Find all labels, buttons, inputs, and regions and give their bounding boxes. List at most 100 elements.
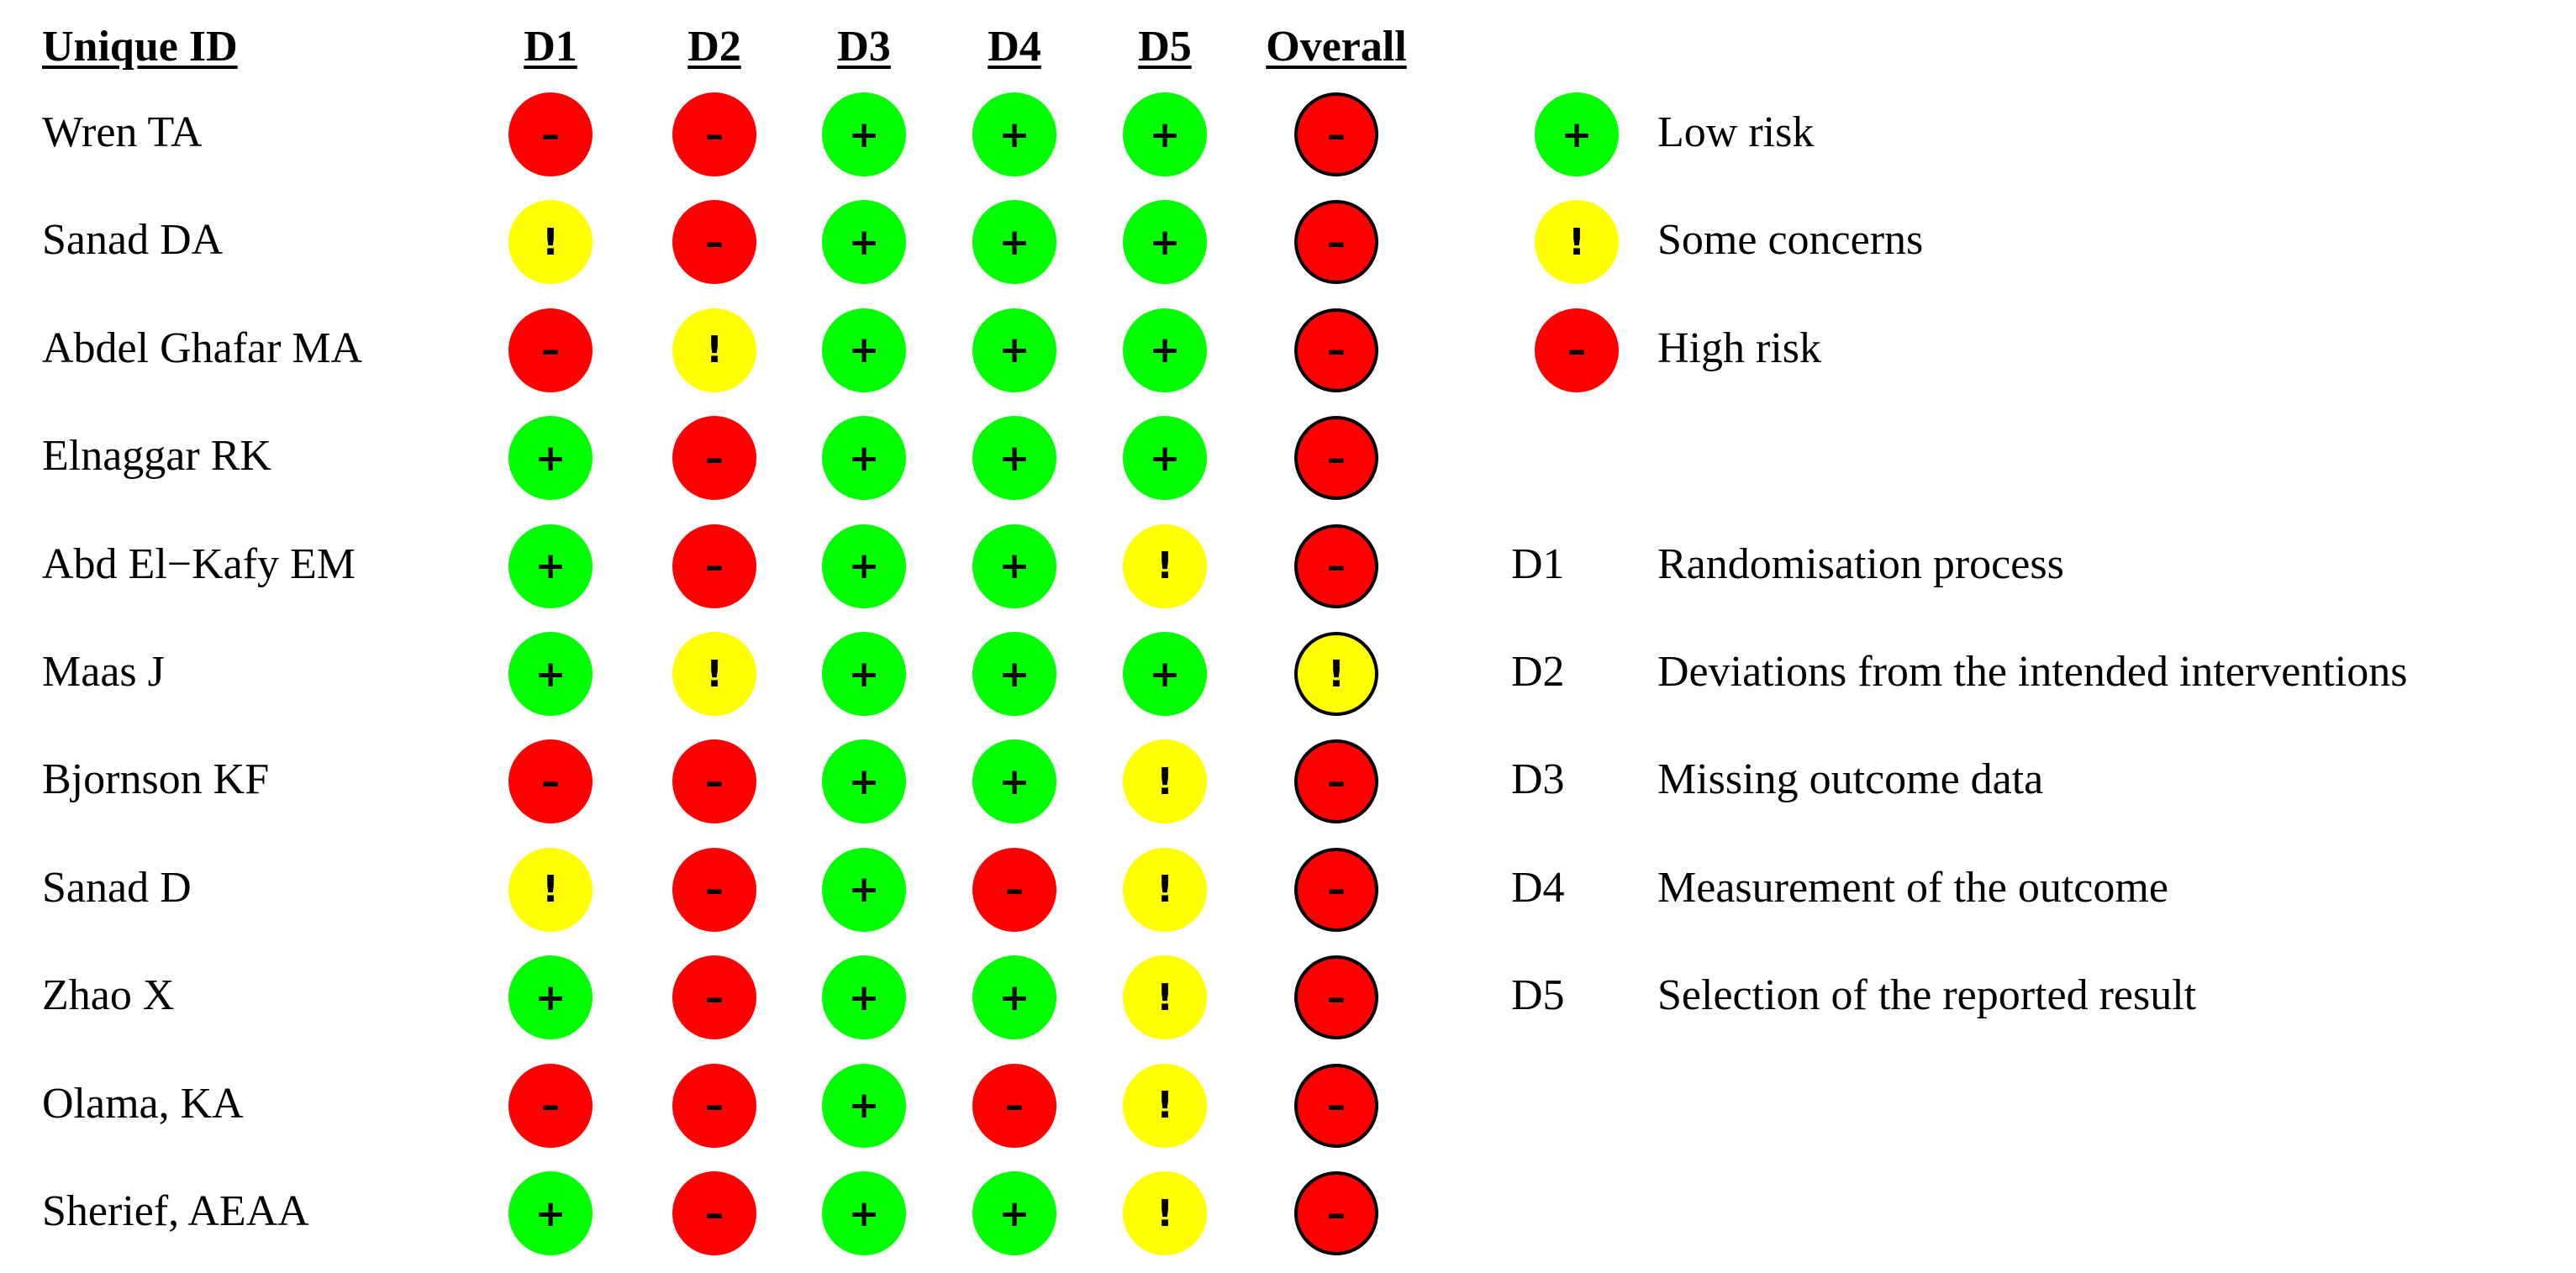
- domain-description-d4: Measurement of the outcome: [1657, 863, 2168, 912]
- judgement-dot-d4-low: +: [972, 416, 1056, 501]
- judgement-dot-d3-low: +: [822, 1063, 906, 1148]
- legend-label-some: Some concerns: [1657, 216, 1924, 265]
- judgement-dot-d1-high: –: [508, 739, 593, 824]
- legend-dot-some: !: [1535, 200, 1619, 285]
- study-id-label: Bjornson KF: [42, 755, 270, 804]
- judgement-dot-d5-low: +: [1123, 632, 1207, 716]
- judgement-dot-d5-some: !: [1123, 739, 1207, 824]
- judgement-dot-d3-low: +: [822, 200, 906, 285]
- judgement-dot-d2-some: !: [672, 632, 756, 716]
- domain-code-d5: D5: [1511, 971, 1565, 1020]
- domain-code-d2: D2: [1511, 648, 1565, 696]
- overall-judgement-dot-high: –: [1294, 200, 1378, 285]
- study-id-label: Abd El−Kafy EM: [42, 539, 356, 588]
- judgement-dot-d1-low: +: [508, 1171, 593, 1255]
- judgement-dot-d2-high: –: [672, 92, 756, 176]
- judgement-dot-d4-low: +: [972, 955, 1056, 1040]
- judgement-dot-d3-low: +: [822, 308, 906, 392]
- judgement-dot-d5-low: +: [1123, 308, 1207, 392]
- judgement-dot-d2-high: –: [672, 200, 756, 285]
- study-id-label: Sanad DA: [42, 216, 224, 265]
- judgement-dot-d2-high: –: [672, 1063, 756, 1148]
- judgement-dot-d1-low: +: [508, 632, 593, 716]
- judgement-dot-d5-some: !: [1123, 955, 1207, 1040]
- domain-description-d2: Deviations from the intended interventio…: [1657, 648, 2408, 696]
- judgement-dot-d1-high: –: [508, 92, 593, 176]
- overall-judgement-dot-high: –: [1294, 1171, 1378, 1255]
- judgement-dot-d5-some: !: [1123, 1171, 1207, 1255]
- study-id-label: Olama, KA: [42, 1079, 244, 1128]
- overall-header: Overall: [1266, 23, 1407, 71]
- judgement-dot-d3-low: +: [822, 847, 906, 932]
- judgement-dot-d4-low: +: [972, 739, 1056, 824]
- study-id-label: Wren TA: [42, 108, 203, 156]
- judgement-dot-d4-low: +: [972, 92, 1056, 176]
- overall-judgement-dot-high: –: [1294, 847, 1378, 932]
- judgement-dot-d3-low: +: [822, 523, 906, 608]
- domain-description-d5: Selection of the reported result: [1657, 971, 2197, 1020]
- overall-judgement-dot-some: !: [1294, 632, 1378, 716]
- study-id-label: Maas J: [42, 648, 165, 696]
- judgement-dot-d2-high: –: [672, 739, 756, 824]
- overall-judgement-dot-high: –: [1294, 416, 1378, 501]
- study-id-label: Elnaggar RK: [42, 432, 271, 481]
- judgement-dot-d3-low: +: [822, 955, 906, 1040]
- domain-header-d3: D3: [837, 23, 891, 71]
- domain-code-d1: D1: [1511, 539, 1565, 588]
- domain-description-d3: Missing outcome data: [1657, 755, 2044, 804]
- overall-judgement-dot-high: –: [1294, 739, 1378, 824]
- judgement-dot-d5-low: +: [1123, 200, 1207, 285]
- judgement-dot-d5-low: +: [1123, 92, 1207, 176]
- judgement-dot-d1-high: –: [508, 308, 593, 392]
- judgement-dot-d2-high: –: [672, 416, 756, 501]
- overall-judgement-dot-high: –: [1294, 523, 1378, 608]
- judgement-dot-d4-high: –: [972, 847, 1056, 932]
- judgement-dot-d1-some: !: [508, 847, 593, 932]
- judgement-dot-d4-low: +: [972, 1171, 1056, 1255]
- judgement-dot-d4-low: +: [972, 308, 1056, 392]
- domain-code-d4: D4: [1511, 863, 1565, 912]
- domain-header-d2: D2: [687, 23, 741, 71]
- judgement-dot-d2-high: –: [672, 847, 756, 932]
- overall-judgement-dot-high: –: [1294, 955, 1378, 1040]
- domain-description-d1: Randomisation process: [1657, 539, 2064, 588]
- study-id-label: Sherief, AEAA: [42, 1187, 309, 1235]
- overall-judgement-dot-high: –: [1294, 92, 1378, 176]
- judgement-dot-d4-low: +: [972, 523, 1056, 608]
- domain-code-d3: D3: [1511, 755, 1565, 804]
- judgement-dot-d4-low: +: [972, 632, 1056, 716]
- judgement-dot-d4-high: –: [972, 1063, 1056, 1148]
- judgement-dot-d3-low: +: [822, 739, 906, 824]
- judgement-dot-d2-high: –: [672, 523, 756, 608]
- judgement-dot-d3-low: +: [822, 632, 906, 716]
- overall-judgement-dot-high: –: [1294, 308, 1378, 392]
- judgement-dot-d5-low: +: [1123, 416, 1207, 501]
- study-id-label: Abdel Ghafar MA: [42, 324, 363, 372]
- domain-header-d1: D1: [524, 23, 577, 71]
- judgement-dot-d2-high: –: [672, 1171, 756, 1255]
- study-id-label: Sanad D: [42, 863, 192, 912]
- judgement-dot-d1-low: +: [508, 416, 593, 501]
- judgement-dot-d3-low: +: [822, 1171, 906, 1255]
- legend-dot-high: –: [1535, 308, 1619, 392]
- study-id-label: Zhao X: [42, 971, 175, 1020]
- overall-judgement-dot-high: –: [1294, 1063, 1378, 1148]
- judgement-dot-d4-low: +: [972, 200, 1056, 285]
- domain-header-d5: D5: [1138, 23, 1192, 71]
- judgement-dot-d1-high: –: [508, 1063, 593, 1148]
- judgement-dot-d2-some: !: [672, 308, 756, 392]
- judgement-dot-d1-low: +: [508, 955, 593, 1040]
- judgement-dot-d5-some: !: [1123, 1063, 1207, 1148]
- judgement-dot-d2-high: –: [672, 955, 756, 1040]
- domain-header-d4: D4: [988, 23, 1041, 71]
- legend-label-low: Low risk: [1657, 108, 1815, 156]
- judgement-dot-d5-some: !: [1123, 523, 1207, 608]
- unique-id-header: Unique ID: [42, 23, 238, 71]
- legend-dot-low: +: [1535, 92, 1619, 176]
- judgement-dot-d3-low: +: [822, 416, 906, 501]
- judgement-dot-d1-some: !: [508, 200, 593, 285]
- legend-label-high: High risk: [1657, 324, 1821, 372]
- judgement-dot-d1-low: +: [508, 523, 593, 608]
- judgement-dot-d3-low: +: [822, 92, 906, 176]
